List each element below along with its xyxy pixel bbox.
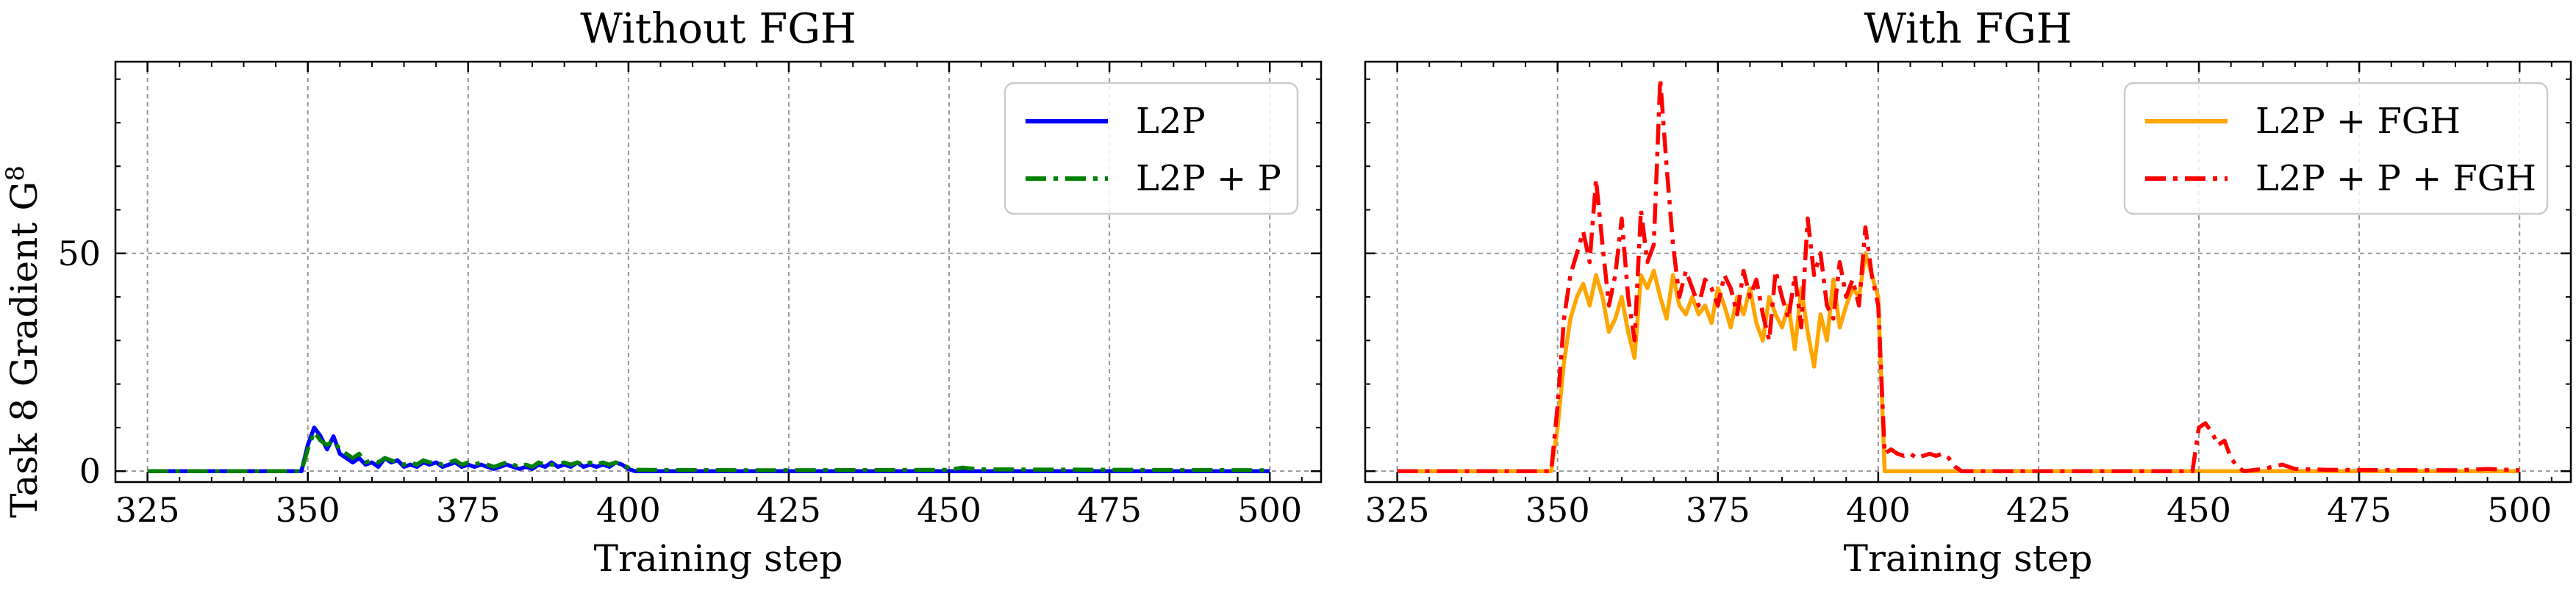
x-tick-label: 450 [2167, 490, 2231, 530]
legend-label: L2P + P + FGH [2255, 158, 2536, 199]
legend-box [1003, 82, 1299, 215]
legend-label: L2P + P [1136, 158, 1281, 199]
x-tick-label: 325 [1365, 490, 1430, 530]
x-tick-label: 350 [276, 490, 340, 530]
x-tick-label: 500 [2487, 490, 2552, 530]
x-tick-label: 475 [2327, 490, 2391, 530]
series-line-l2p-p [147, 430, 1270, 473]
y-axis-label: Task 8 Gradient G8 [1, 165, 46, 518]
x-axis-label: Training step [594, 537, 843, 580]
x-tick-label: 425 [2006, 490, 2071, 530]
x-tick-label: 375 [1686, 490, 1750, 530]
y-tick-label: 0 [79, 451, 101, 491]
legend-label: L2P + FGH [2255, 101, 2461, 142]
x-tick-label: 500 [1237, 490, 1302, 530]
x-tick-label: 400 [596, 490, 661, 530]
x-tick-label: 475 [1077, 490, 1142, 530]
chart-title: Without FGH [580, 5, 856, 53]
series-line-l2p [147, 425, 1270, 473]
legend: L2P + FGH L2P + P + FGH [2123, 82, 2549, 215]
x-axis-label: Training step [1844, 537, 2093, 580]
y-tick-label: 50 [57, 234, 101, 273]
series-line-l2p-p-fgh [1397, 76, 2520, 473]
x-tick-label: 400 [1846, 490, 1911, 530]
x-tick-label: 350 [1525, 490, 1590, 530]
legend: L2P L2P + P [1003, 82, 1299, 215]
series-line-l2p-fgh [1397, 251, 2520, 473]
legend-label: L2P [1136, 101, 1206, 142]
chart-panel-without-fgh: 325 350 375 400 425 450 475 500 0 50 Without FGH Tr… [57, 5, 1323, 580]
x-tick-label: 450 [917, 490, 981, 530]
x-tick-label: 375 [436, 490, 501, 530]
chart-title: With FGH [1864, 5, 2072, 53]
x-tick-label: 425 [756, 490, 821, 530]
x-tick-label: 325 [115, 490, 180, 530]
chart-panel-with-fgh: 325 350 375 400 425 450 475 500 With FGH Training… [1364, 5, 2572, 580]
plot-frame [114, 60, 1323, 484]
plot-frame [1364, 60, 2572, 484]
legend-box [2123, 82, 2549, 215]
